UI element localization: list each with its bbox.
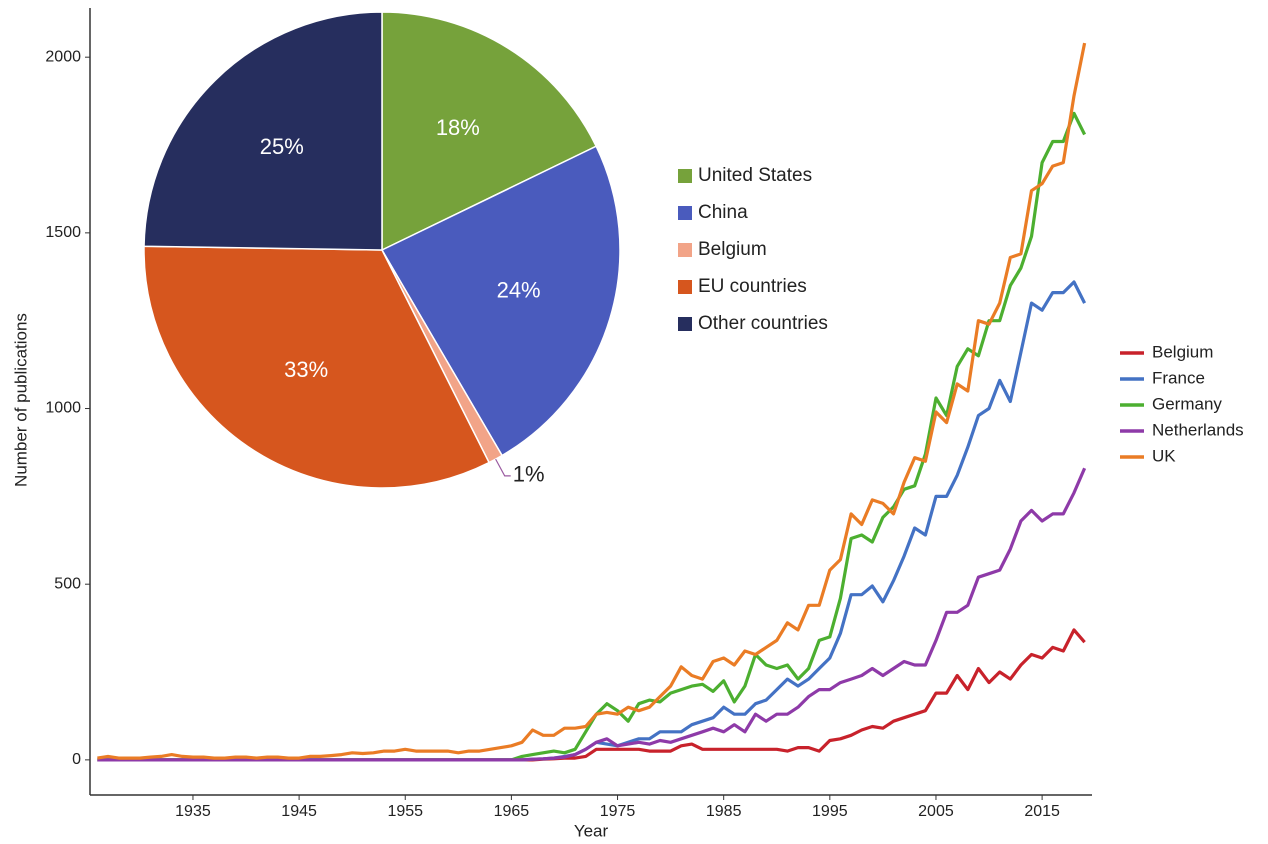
legend-swatch (678, 243, 692, 257)
x-axis-label: Year (574, 821, 609, 840)
legend-swatch (678, 169, 692, 183)
y-tick-label: 1000 (45, 400, 81, 417)
legend-swatch (678, 206, 692, 220)
x-tick-label: 2005 (918, 803, 954, 820)
legend-label: UK (1152, 446, 1176, 465)
pie-slice (143, 11, 383, 251)
line-series (97, 467, 1087, 762)
slice-label: 25% (260, 134, 304, 159)
x-tick-label: 1955 (387, 803, 423, 820)
slice-label: 1% (513, 462, 545, 487)
legend-label: Belgium (698, 239, 767, 260)
y-tick-label: 500 (54, 575, 81, 592)
slice-label: 18% (436, 115, 480, 140)
x-tick-label: 1935 (175, 803, 211, 820)
legend-label: Netherlands (1152, 420, 1244, 439)
x-tick-label: 1975 (600, 803, 636, 820)
x-tick-label: 1945 (281, 803, 317, 820)
legend-label: China (698, 202, 748, 223)
line-series (97, 628, 1086, 762)
y-tick-label: 0 (72, 751, 81, 768)
legend-label: Germany (1152, 394, 1222, 413)
legend-label: France (1152, 368, 1205, 387)
legend-label: Belgium (1152, 342, 1213, 361)
legend-label: Other countries (698, 313, 828, 334)
pie-slice (381, 11, 598, 252)
x-tick-label: 1995 (812, 803, 848, 820)
x-tick-label: 1985 (706, 803, 742, 820)
y-tick-label: 2000 (45, 48, 81, 65)
legend-swatch (678, 280, 692, 294)
legend-label: EU countries (698, 276, 807, 297)
y-tick-label: 1500 (45, 224, 81, 241)
slice-label: 24% (497, 277, 541, 302)
x-tick-label: 2015 (1024, 803, 1060, 820)
pie-slice (380, 145, 621, 457)
leader-line (495, 458, 511, 477)
slice-label: 33% (284, 357, 328, 382)
line-series (97, 42, 1087, 760)
x-tick-label: 1965 (494, 803, 530, 820)
pie-slice (143, 245, 491, 489)
legend-label: United States (698, 165, 812, 186)
legend-swatch (678, 317, 692, 331)
y-axis-label: Number of publications (11, 313, 30, 487)
